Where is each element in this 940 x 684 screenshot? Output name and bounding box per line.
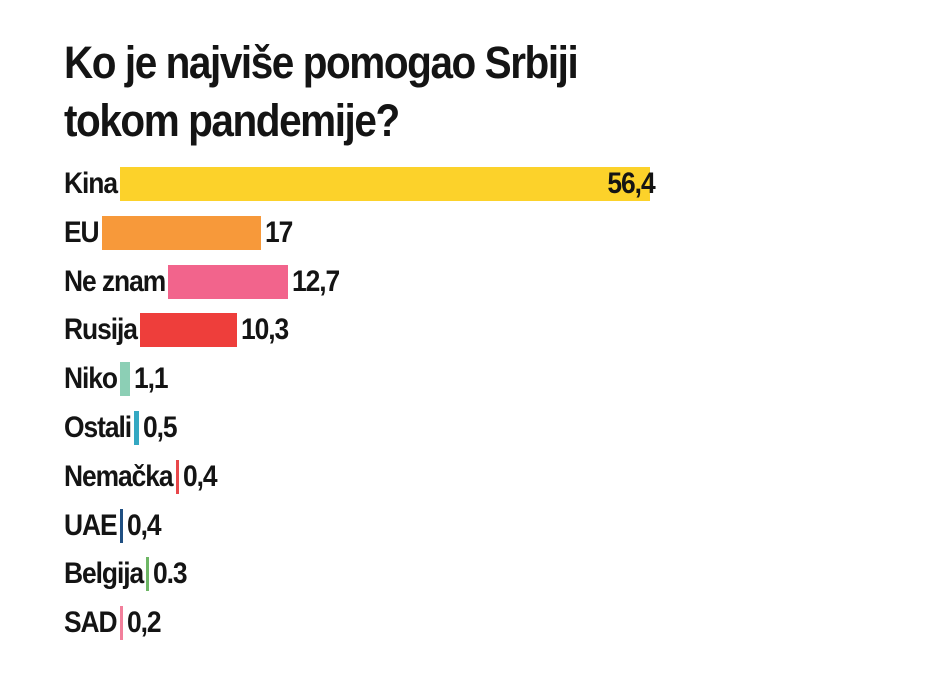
chart-title-line-2: tokom pandemije? (64, 95, 400, 146)
value-label: 0.3 (153, 557, 188, 591)
category-label: Nemačka (64, 459, 174, 493)
category-label: Belgija (64, 557, 144, 591)
value-label: 10,3 (240, 313, 289, 347)
value-label: 56,4 (607, 167, 655, 200)
bar (119, 508, 124, 543)
bar (139, 313, 237, 348)
bar (134, 411, 139, 445)
bar (101, 215, 262, 250)
category-label: EU (64, 215, 100, 249)
category-label: Niko (64, 362, 118, 396)
category-label: SAD (64, 606, 118, 640)
bar (119, 362, 131, 397)
bar (119, 606, 123, 641)
chart-title: Ko je najviše pomogao Srbiji tokom pande… (64, 34, 784, 150)
value-label: 0,2 (126, 606, 162, 640)
value-label: 17 (265, 215, 293, 249)
value-label: 0,5 (142, 411, 178, 444)
value-label: 1,1 (134, 362, 169, 396)
category-label: Ostali (64, 411, 132, 444)
chart-title-line-1: Ko je najviše pomogao Srbiji (64, 37, 579, 88)
category-label: Rusija (64, 313, 138, 347)
value-label: 0,4 (183, 459, 218, 493)
bar (119, 167, 651, 201)
bar (146, 557, 150, 592)
category-label: Ne znam (64, 264, 166, 298)
category-label: UAE (64, 508, 118, 542)
bar (168, 264, 288, 299)
value-label: 0,4 (127, 508, 162, 542)
bar (175, 459, 180, 494)
category-label: Kina (64, 167, 118, 200)
value-label: 12,7 (291, 264, 340, 298)
